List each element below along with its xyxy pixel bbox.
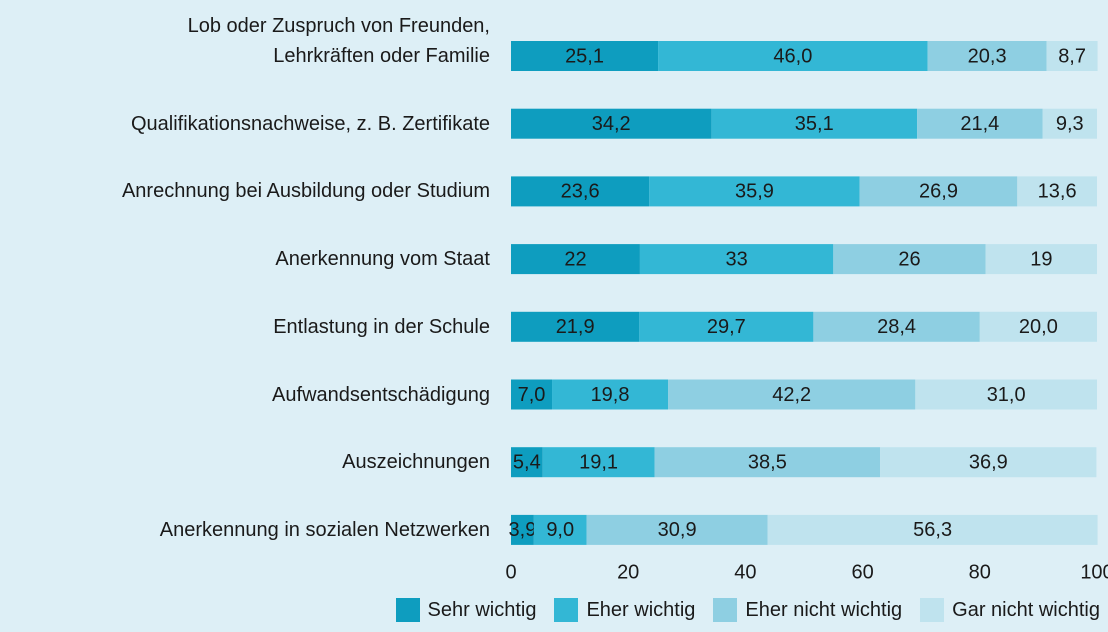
category-label: Aufwandsentschädigung — [272, 383, 490, 406]
bar-segment — [927, 41, 1047, 71]
legend-label: Eher wichtig — [586, 598, 696, 621]
value-label: 8,7 — [1058, 45, 1086, 67]
value-label: 9,0 — [546, 519, 574, 541]
bar-segment — [511, 447, 543, 478]
bar-segment — [511, 41, 659, 71]
value-label: 25,1 — [565, 45, 604, 67]
value-label: 13,6 — [1038, 181, 1077, 203]
value-label: 23,6 — [561, 181, 600, 203]
value-label: 26,9 — [919, 181, 958, 203]
value-label: 19,8 — [591, 384, 630, 406]
bar-segment — [586, 514, 768, 545]
value-label: 31,0 — [987, 384, 1026, 406]
value-label: 46,0 — [773, 45, 812, 67]
bar-segment — [511, 108, 712, 139]
bar-segment — [639, 311, 814, 342]
category-label: Entlastung in der Schule — [273, 315, 490, 338]
value-label: 34,2 — [592, 113, 631, 135]
value-label: 9,3 — [1056, 113, 1084, 135]
bar-segment — [639, 244, 834, 275]
bar-segment — [533, 514, 587, 545]
value-label: 21,4 — [960, 113, 999, 135]
bar-segment — [511, 311, 640, 342]
bar-segment — [1046, 41, 1098, 71]
value-label: 7,0 — [518, 384, 546, 406]
legend-item: Eher wichtig — [554, 598, 695, 622]
legend-item: Eher nicht wichtig — [713, 598, 902, 622]
legend-label: Eher nicht wichtig — [745, 598, 903, 621]
x-tick-label: 60 — [851, 561, 873, 583]
value-label: 56,3 — [913, 519, 952, 541]
category-label: Anerkennung vom Staat — [275, 248, 490, 271]
category-label: Qualifikationsnachweise, z. B. Zertifika… — [130, 112, 490, 135]
bar-segment — [654, 447, 881, 478]
value-label: 20,0 — [1019, 316, 1058, 338]
value-label: 20,3 — [968, 45, 1007, 67]
value-label: 22 — [564, 248, 586, 270]
category-label: Auszeichnungen — [342, 451, 490, 474]
x-tick-label: 80 — [969, 561, 991, 583]
bar-segment — [767, 514, 1098, 545]
bar-segment — [1042, 108, 1097, 139]
legend-swatch — [920, 598, 945, 622]
x-tick-label: 0 — [505, 561, 516, 583]
legend-swatch — [554, 598, 579, 622]
value-label: 21,9 — [556, 316, 595, 338]
bar-segment — [658, 41, 928, 71]
legend-swatch — [395, 598, 420, 622]
value-label: 19,1 — [579, 451, 618, 473]
legend-label: Sehr wichtig — [427, 598, 537, 621]
legend-label: Gar nicht wichtig — [952, 598, 1100, 621]
legend-item: Gar nicht wichtig — [920, 598, 1100, 622]
bar-segment — [880, 447, 1097, 478]
bar-segment — [511, 176, 650, 207]
bar-segment — [711, 108, 918, 139]
bar-segment — [511, 244, 640, 275]
bar-segment — [511, 514, 534, 545]
value-label: 29,7 — [707, 316, 746, 338]
legend-item: Sehr wichtig — [395, 598, 537, 622]
x-tick-label: 40 — [734, 561, 756, 583]
bar-segment — [668, 379, 916, 410]
x-tick-label: 100 — [1080, 561, 1108, 583]
bar-segment — [915, 379, 1097, 410]
value-label: 26 — [898, 248, 920, 270]
x-tick-label: 20 — [617, 561, 639, 583]
value-label: 35,9 — [735, 181, 774, 203]
value-label: 28,4 — [877, 316, 916, 338]
bar-segment — [649, 176, 860, 207]
bar-segment — [552, 379, 669, 410]
bar-segment — [542, 447, 655, 478]
bar-segment — [917, 108, 1043, 139]
value-label: 42,2 — [772, 384, 811, 406]
value-label: 3,9 — [509, 519, 537, 541]
value-label: 19 — [1030, 248, 1052, 270]
category-label: Anerkennung in sozialen Netzwerken — [159, 518, 490, 541]
bar-segment — [979, 311, 1097, 342]
legend-swatch — [713, 598, 738, 622]
category-label: Lob oder Zuspruch von Freunden, Lehrkräf… — [187, 15, 490, 67]
value-label: 38,5 — [748, 451, 787, 473]
bar-segment — [833, 244, 986, 275]
category-label: Anrechnung bei Ausbildung oder Studium — [121, 180, 490, 203]
value-label: 35,1 — [795, 113, 834, 135]
value-label: 36,9 — [969, 451, 1008, 473]
bar-segment — [859, 176, 1018, 207]
bar-segment — [813, 311, 980, 342]
value-label: 30,9 — [658, 519, 697, 541]
legend: Sehr wichtig Eher wichtig Eher nicht wicht… — [395, 598, 1100, 622]
value-label: 5,4 — [513, 451, 541, 473]
value-label: 33 — [725, 248, 747, 270]
bar-segment — [985, 244, 1097, 275]
bar-segment — [511, 379, 553, 410]
bar-segment — [1017, 176, 1097, 207]
